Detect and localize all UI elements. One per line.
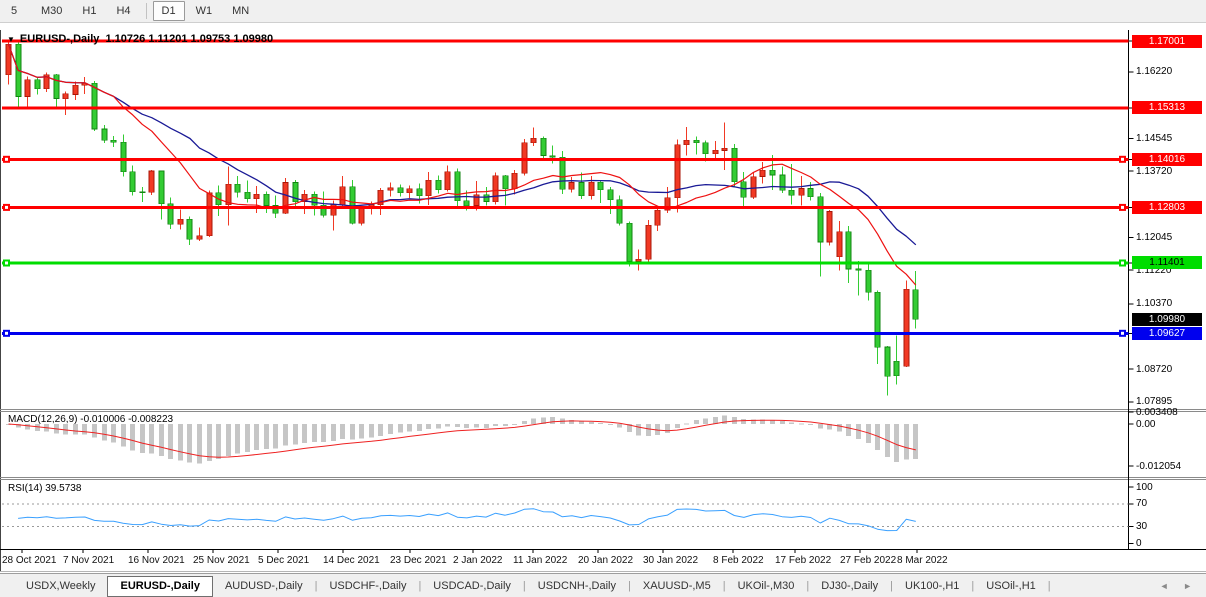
tab-divider: |: [522, 580, 526, 592]
date-tick-label: 28 Oct 2021: [2, 555, 57, 566]
tab-xauusd-m5[interactable]: XAUUSD-,M5: [642, 579, 711, 592]
price-level-badge[interactable]: 1.15313: [1132, 101, 1202, 115]
date-tick-label: 14 Dec 2021: [323, 555, 380, 566]
timeframe-button-m30[interactable]: M30: [41, 5, 63, 17]
tab-uk100-h1[interactable]: UK100-,H1: [905, 579, 960, 592]
tab-divider: |: [806, 580, 810, 592]
timeframe-button-h1[interactable]: H1: [82, 5, 97, 17]
date-tick-label: 8 Feb 2022: [713, 555, 764, 566]
date-tick-label: 25 Nov 2021: [193, 555, 250, 566]
price-tick-label: 1.13720: [1136, 165, 1173, 177]
date-tick-label: 7 Nov 2021: [63, 555, 115, 566]
rsi-axis-label: 0: [1136, 538, 1142, 549]
date-tick-label: 8 Mar 2022: [897, 555, 948, 566]
rsi-axis-label: 70: [1136, 498, 1148, 510]
chart-title: ▼ EURUSD-,Daily 1.10726 1.11201 1.09753 1…: [7, 33, 273, 45]
tab-ukoil-m30[interactable]: UKOil-,M30: [737, 579, 795, 592]
date-tick-label: 16 Nov 2021: [128, 555, 185, 566]
price-tick-label: 1.12045: [1136, 231, 1173, 243]
price-tick-label: 1.07895: [1136, 396, 1173, 408]
date-tick-label: 30 Jan 2022: [643, 555, 699, 566]
tab-divider: |: [1047, 580, 1051, 592]
date-tick-label: 17 Feb 2022: [775, 555, 832, 566]
chart-symbol-label: EURUSD-,Daily: [19, 33, 100, 45]
price-tick-label: 1.10370: [1136, 298, 1173, 310]
price-tick-label: 1.11220: [1136, 264, 1172, 276]
price-tick-label: 1.08720: [1136, 363, 1173, 375]
price-level-badge[interactable]: 1.09627: [1132, 326, 1202, 340]
tab-eurusd-daily[interactable]: EURUSD-,Daily: [107, 575, 213, 597]
tab-divider: |: [314, 580, 318, 592]
symbol-dropdown-icon[interactable]: ▼: [7, 34, 15, 44]
price-tick-label: 1.14545: [1136, 132, 1173, 144]
tab-usdcnh-daily[interactable]: USDCNH-,Daily: [537, 579, 617, 592]
current-price-badge: 1.09980: [1132, 312, 1202, 326]
tab-divider: |: [418, 580, 422, 592]
macd-axis-label: 0.003408: [1136, 406, 1178, 418]
date-tick-label: 11 Jan 2022: [513, 555, 568, 566]
timeframe-button-w1[interactable]: W1: [195, 5, 213, 17]
chart-tabs: USDX,Weekly EURUSD-,Daily AUDUSD-,Daily | US…: [0, 573, 1206, 597]
tab-divider: |: [722, 580, 726, 592]
tab-dj30-daily[interactable]: DJ30-,Daily: [821, 579, 879, 592]
rsi-label: RSI(14) 39.5738: [8, 483, 82, 494]
date-tick-label: 23 Dec 2021: [390, 555, 447, 566]
timeframe-toolbar: 5 M30 H1 H4 D1 W1 MN: [0, 0, 1206, 23]
date-tick-label: 5 Dec 2021: [258, 555, 310, 566]
timeframe-button-mn[interactable]: MN: [232, 5, 250, 17]
price-level-badge[interactable]: 1.12803: [1132, 200, 1202, 214]
date-tick-label: 20 Jan 2022: [578, 555, 634, 566]
timeframe-button-h4[interactable]: H4: [116, 5, 131, 17]
macd-label: MACD(12,26,9) -0.010006 -0.008223: [8, 414, 174, 425]
macd-axis-label: -0.012054: [1136, 460, 1182, 472]
price-level-badge[interactable]: 1.14016: [1132, 152, 1202, 166]
rsi-axis-label: 30: [1136, 521, 1148, 533]
tab-divider: |: [971, 580, 975, 592]
price-level-badge[interactable]: 1.17001: [1132, 34, 1202, 48]
timeframe-button-d1[interactable]: D1: [152, 1, 185, 21]
price-level-badge[interactable]: 1.11401: [1132, 256, 1202, 270]
tab-usoil-h1[interactable]: USOil-,H1: [986, 579, 1036, 592]
rsi-axis-label: 100: [1136, 481, 1153, 493]
tab-scroll-arrows[interactable]: ◄ ►: [1159, 581, 1198, 591]
tab-audusd-daily[interactable]: AUDUSD-,Daily: [224, 579, 303, 592]
tab-usdcad-daily[interactable]: USDCAD-,Daily: [433, 579, 511, 592]
date-tick-label: 2 Jan 2022: [453, 555, 503, 566]
tab-divider: |: [628, 580, 631, 592]
tab-usdchf-daily[interactable]: USDCHF-,Daily: [329, 579, 407, 592]
chart-ohlc-values: 1.10726 1.11201 1.09753 1.09980: [99, 33, 274, 45]
tab-usdx-weekly[interactable]: USDX,Weekly: [26, 579, 96, 592]
toolbar-separator: [145, 3, 147, 19]
date-tick-label: 27 Feb 2022: [840, 555, 897, 566]
timeframe-button-5[interactable]: 5: [11, 5, 18, 17]
macd-axis-label: 0.00: [1136, 418, 1156, 430]
price-tick-label: 1.16220: [1136, 66, 1173, 78]
tab-divider: |: [890, 580, 893, 592]
